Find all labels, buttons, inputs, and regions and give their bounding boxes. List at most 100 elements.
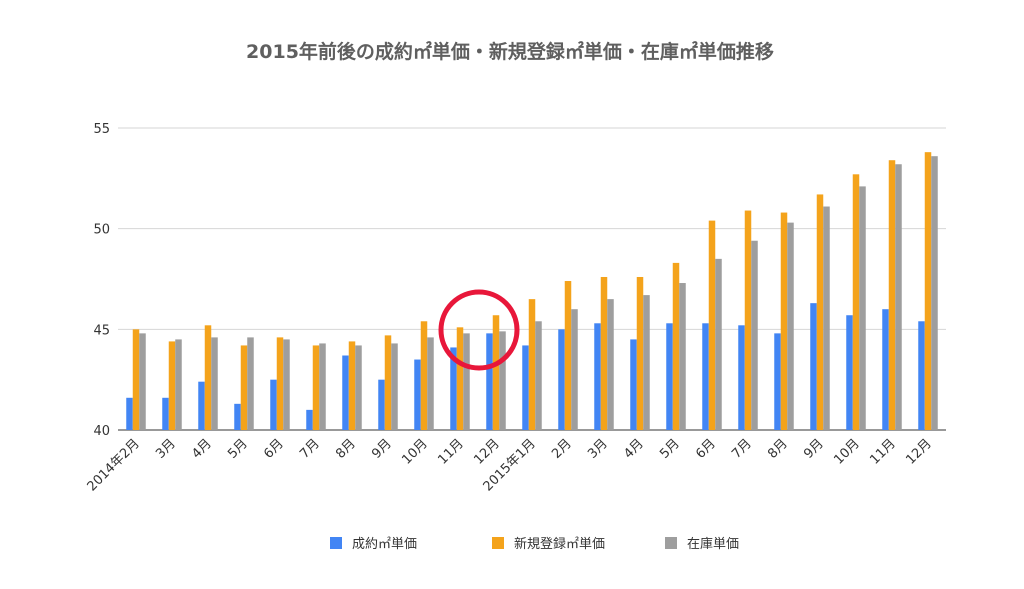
bar: [931, 156, 938, 431]
bar: [463, 333, 470, 430]
bar: [535, 321, 542, 430]
bar: [355, 345, 362, 430]
x-tick-label: 3月: [153, 436, 179, 462]
bar: [348, 341, 356, 430]
x-tick-label: 9月: [369, 436, 395, 462]
x-tick-label: 6月: [693, 436, 719, 462]
bar: [139, 333, 146, 430]
bar: [312, 345, 320, 430]
legend-label: 新規登録㎡単価: [514, 536, 605, 552]
bar: [852, 174, 860, 430]
x-tick-label: 8月: [333, 436, 359, 462]
legend-label: 成約㎡単価: [352, 536, 417, 552]
bar: [240, 345, 248, 430]
legend-swatch: [665, 537, 677, 549]
bar: [450, 347, 457, 430]
bars: [126, 152, 938, 431]
bar: [679, 283, 686, 430]
x-tick-label: 9月: [801, 436, 827, 462]
bar: [924, 152, 932, 430]
bar: [823, 206, 830, 430]
bar: [708, 220, 716, 430]
bar: [672, 262, 680, 430]
x-tick-label: 3月: [585, 436, 611, 462]
bar: [816, 194, 824, 430]
bar: [744, 210, 752, 430]
legend-swatch: [492, 537, 504, 549]
bar: [571, 309, 578, 430]
annotation-layer: [438, 289, 520, 371]
bar: [918, 321, 925, 430]
x-tick-label: 4月: [189, 436, 215, 462]
bar: [787, 222, 794, 430]
bar: [211, 337, 218, 430]
bar: [247, 337, 254, 430]
bar: [846, 315, 853, 430]
bar: [126, 397, 133, 430]
bar: [499, 331, 506, 430]
bar: [607, 299, 614, 430]
x-tick-label: 11月: [867, 436, 898, 467]
bar: [342, 355, 349, 430]
bar: [319, 343, 326, 430]
bar: [600, 276, 608, 430]
x-tick-label: 5月: [657, 436, 683, 462]
x-tick-label: 12月: [471, 436, 502, 467]
y-tick-label: 45: [93, 323, 110, 338]
bar: [420, 321, 428, 430]
x-tick-label: 2014年2月: [85, 436, 143, 494]
bar: [636, 276, 644, 430]
legend-label: 在庫単価: [687, 536, 739, 552]
bar: [175, 339, 182, 430]
bar: [780, 212, 788, 430]
bar: [643, 295, 650, 430]
bar: [558, 329, 565, 430]
bar: [492, 315, 500, 430]
bar: [168, 341, 176, 430]
bar: [738, 325, 745, 430]
bar: [456, 327, 464, 430]
y-axis-labels: 40 45 50 55: [93, 122, 110, 439]
bar: [132, 329, 140, 430]
bar: [276, 337, 284, 430]
legend: 成約㎡単価 新規登録㎡単価 在庫単価: [330, 536, 739, 552]
x-tick-label: 10月: [399, 436, 430, 467]
bar: [751, 240, 758, 430]
bar: [666, 323, 673, 430]
x-tick-label: 5月: [225, 436, 251, 462]
x-tick-label: 2月: [549, 436, 575, 462]
bar: [859, 186, 866, 430]
bar: [715, 258, 722, 430]
x-tick-label: 12月: [903, 436, 934, 467]
bar: [384, 335, 392, 430]
bar: [306, 409, 313, 430]
x-tick-label: 11月: [435, 436, 466, 467]
chart-title: 2015年前後の成約㎡単価・新規登録㎡単価・在庫㎡単価推移: [246, 40, 774, 63]
x-tick-label: 8月: [765, 436, 791, 462]
bar: [810, 303, 817, 430]
bar: [774, 333, 781, 430]
bar: [391, 343, 398, 430]
bar: [882, 309, 889, 430]
x-tick-label: 6月: [261, 436, 287, 462]
legend-swatch: [330, 537, 342, 549]
bar: [564, 281, 572, 430]
y-tick-label: 55: [93, 122, 110, 137]
x-tick-label: 7月: [729, 436, 755, 462]
bar: [522, 345, 529, 430]
bar: [283, 339, 290, 430]
bar: [702, 323, 709, 430]
bar: [270, 379, 277, 430]
bar: [162, 397, 169, 430]
highlight-circle: [438, 289, 520, 371]
x-tick-label: 7月: [297, 436, 323, 462]
bar: [888, 160, 896, 431]
bar: [895, 164, 902, 431]
bar: [486, 333, 493, 430]
bar: [414, 359, 421, 430]
y-tick-label: 50: [93, 223, 110, 238]
bar: [378, 379, 385, 430]
bar: [528, 299, 536, 430]
